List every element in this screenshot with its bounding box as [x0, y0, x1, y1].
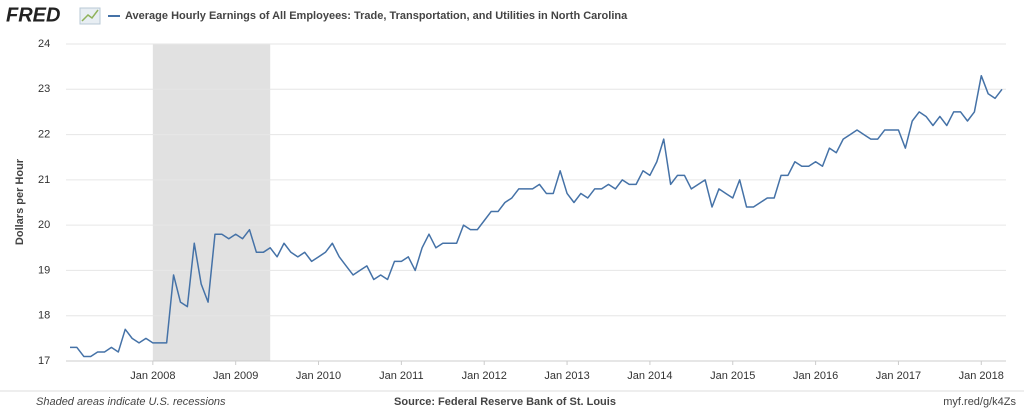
y-tick-label: 17 — [38, 355, 50, 367]
data-line — [70, 74, 1003, 358]
y-axis-label: Dollars per Hour — [14, 158, 26, 245]
footer-source: Source: Federal Reserve Bank of St. Loui… — [394, 396, 616, 408]
legend-label: Average Hourly Earnings of All Employees… — [125, 10, 628, 22]
logo-icon — [79, 7, 101, 25]
x-tick-label: Jan 2009 — [213, 370, 258, 382]
y-tick-label: 23 — [38, 83, 50, 95]
x-tick-label: Jan 2017 — [876, 370, 921, 382]
y-tick-label: 20 — [38, 219, 50, 231]
y-tick-label: 22 — [38, 128, 50, 140]
x-tick-label: Jan 2008 — [130, 370, 175, 382]
y-tick-label: 19 — [38, 264, 50, 276]
x-tick-label: Jan 2018 — [959, 370, 1004, 382]
recession-shade — [152, 44, 271, 361]
x-tick-label: Jan 2016 — [793, 370, 838, 382]
y-tick-label: 18 — [38, 310, 50, 322]
x-tick-label: Jan 2011 — [379, 370, 423, 382]
footer-link[interactable]: myf.red/g/k4Zs — [943, 396, 1016, 408]
logo: FRED — [6, 4, 60, 26]
y-tick-label: 21 — [38, 174, 50, 186]
y-tick-label: 24 — [38, 38, 50, 50]
x-tick-label: Jan 2015 — [710, 370, 755, 382]
x-tick-label: Jan 2010 — [296, 370, 341, 382]
x-tick-label: Jan 2012 — [462, 370, 507, 382]
footer-note: Shaded areas indicate U.S. recessions — [36, 396, 226, 408]
x-tick-label: Jan 2013 — [544, 370, 589, 382]
x-tick-label: Jan 2014 — [627, 370, 672, 382]
